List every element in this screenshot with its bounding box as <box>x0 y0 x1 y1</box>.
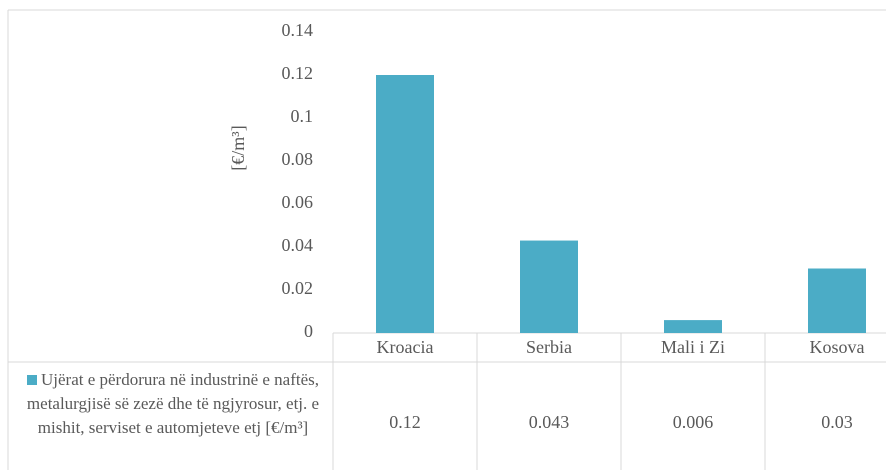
y-tick-label: 0.04 <box>282 235 314 255</box>
bar <box>664 320 722 333</box>
table-value: 0.12 <box>389 412 421 432</box>
table-value: 0.043 <box>529 412 570 432</box>
y-tick-label: 0.14 <box>282 20 314 40</box>
table-value: 0.03 <box>821 412 853 432</box>
y-tick-label: 0 <box>304 321 313 341</box>
y-tick-label: 0.12 <box>282 63 314 83</box>
x-tick-label: Serbia <box>526 337 572 357</box>
x-tick-label: Kroacia <box>377 337 434 357</box>
x-tick-label: Kosova <box>810 337 865 357</box>
y-tick-label: 0.08 <box>282 149 314 169</box>
y-axis-label: [€/m³] <box>228 125 248 170</box>
legend-swatch <box>26 375 37 385</box>
y-tick-label: 0.1 <box>291 106 314 126</box>
x-tick-label: Mali i Zi <box>661 337 725 357</box>
legend-label: Ujërat e përdorura në industrinë e naftë… <box>26 370 320 437</box>
table-value: 0.006 <box>673 412 714 432</box>
y-tick-label: 0.06 <box>282 192 314 212</box>
y-tick-label: 0.02 <box>282 278 314 298</box>
bar <box>808 268 866 333</box>
bar <box>376 75 434 333</box>
bar <box>520 240 578 333</box>
legend: Ujërat e përdorura në industrinë e naftë… <box>12 368 334 440</box>
